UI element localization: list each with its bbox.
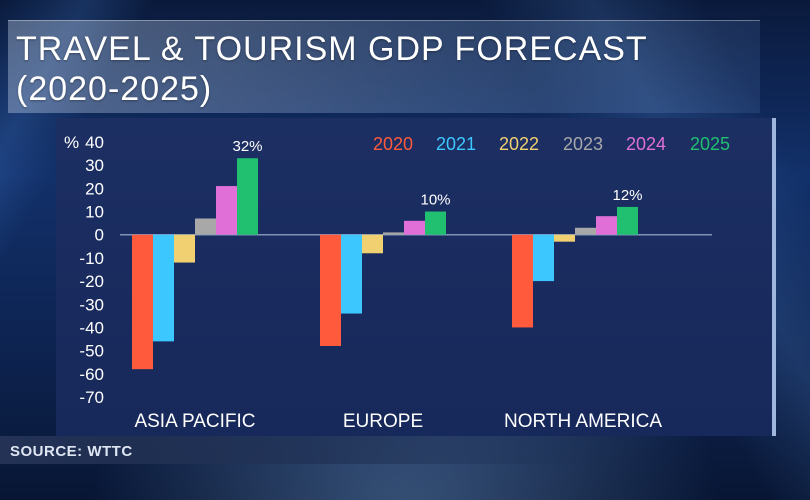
y-tick-label: -50 — [79, 342, 104, 361]
y-tick-label: -60 — [79, 365, 104, 384]
bar-2021 — [533, 234, 554, 282]
y-tick-label: -40 — [79, 318, 104, 337]
y-tick-label: 0 — [95, 226, 104, 245]
legend-item-2025: 2025 — [690, 134, 730, 154]
bar-2023 — [195, 218, 216, 235]
y-tick-label: -10 — [79, 249, 104, 268]
legend-item-2020: 2020 — [373, 134, 413, 154]
bar-2024 — [404, 220, 425, 235]
bar-2024 — [216, 186, 237, 235]
bar-2020 — [132, 234, 153, 370]
bar-2025 — [425, 211, 446, 235]
bar-2021 — [341, 234, 362, 314]
data-label: 10% — [420, 192, 450, 209]
chart-panel — [56, 118, 776, 436]
bar-2025 — [617, 206, 638, 235]
y-tick-label: 20 — [85, 179, 104, 198]
legend-item-2024: 2024 — [626, 134, 666, 154]
y-tick-label: 10 — [85, 203, 104, 222]
chart-title-line-1: TRAVEL & TOURISM GDP FORECAST — [16, 30, 648, 68]
bar-2025 — [237, 158, 258, 235]
bar-2024 — [596, 216, 617, 235]
title-panel — [8, 20, 760, 113]
bar-2022 — [362, 234, 383, 254]
category-label: ASIA PACIFIC — [134, 411, 255, 432]
category-label: NORTH AMERICA — [504, 411, 662, 432]
y-tick-label: -20 — [79, 272, 104, 291]
y-tick-label: 30 — [85, 156, 104, 175]
source-bar — [0, 436, 810, 464]
chart-title-line-2: (2020-2025) — [16, 70, 213, 108]
bar-2022 — [554, 234, 575, 242]
y-tick-label: 40 — [85, 133, 104, 152]
legend-item-2021: 2021 — [436, 134, 476, 154]
bar-2020 — [320, 234, 341, 346]
bar-2023 — [383, 232, 404, 235]
y-tick-label: -70 — [79, 388, 104, 407]
legend-item-2022: 2022 — [499, 134, 539, 154]
source-label: SOURCE: WTTC — [10, 443, 133, 460]
legend-item-2023: 2023 — [563, 134, 603, 154]
bar-2020 — [512, 234, 533, 328]
data-label: 12% — [612, 187, 642, 204]
y-tick-label: -30 — [79, 295, 104, 314]
category-label: EUROPE — [343, 411, 423, 432]
y-axis-unit-label: % — [64, 133, 79, 152]
bar-2023 — [575, 227, 596, 235]
bar-2021 — [153, 234, 174, 342]
data-label: 32% — [232, 138, 262, 155]
bar-2022 — [174, 234, 195, 263]
